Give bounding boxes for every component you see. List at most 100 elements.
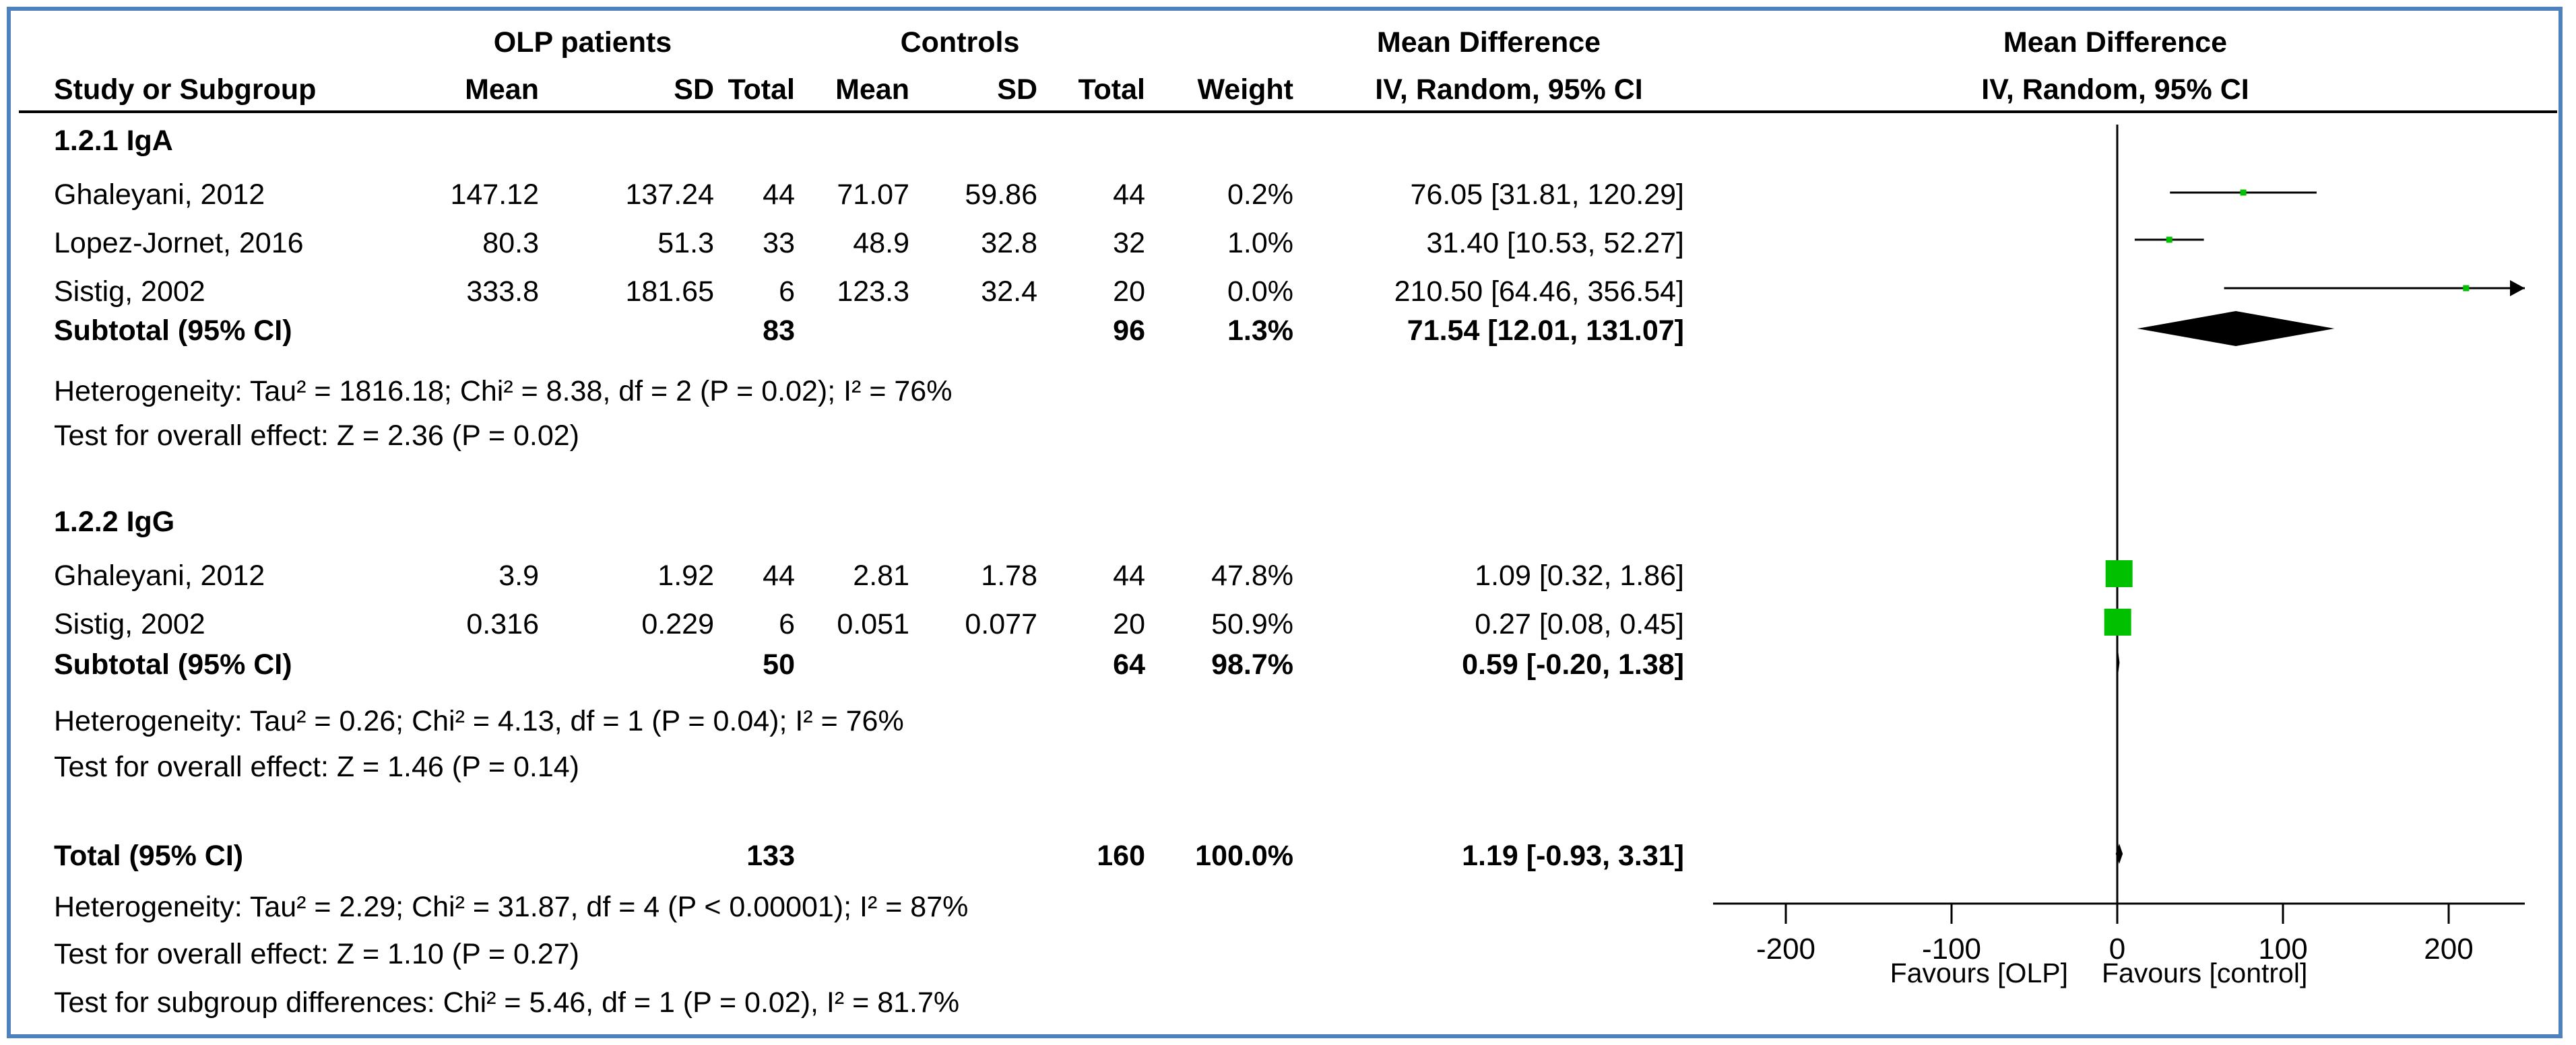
study-name: Sistig, 2002 bbox=[54, 608, 205, 640]
subtotal-ci: 0.59 [-0.20, 1.38] bbox=[1462, 648, 1684, 681]
ci-value: 0.27 [0.08, 0.45] bbox=[1475, 608, 1684, 640]
subtotal-total1: 83 bbox=[763, 314, 795, 347]
total2-value: 44 bbox=[1113, 178, 1145, 211]
subtotal-diamond bbox=[2117, 652, 2120, 673]
x-tick-label: 200 bbox=[2424, 933, 2473, 966]
weight-value: 50.9% bbox=[1211, 608, 1293, 640]
overall-diamond bbox=[2115, 844, 2123, 864]
subtotal-total2: 96 bbox=[1113, 314, 1145, 347]
study-square bbox=[2166, 236, 2172, 243]
ci-value: 1.09 [0.32, 1.86] bbox=[1475, 560, 1684, 592]
weight-value: 0.0% bbox=[1227, 275, 1293, 308]
header-mean2: Mean bbox=[835, 73, 909, 106]
total2-value: 44 bbox=[1113, 560, 1145, 592]
sd1-value: 181.65 bbox=[625, 275, 714, 308]
header-mean-difference-plot: Mean Difference bbox=[2003, 26, 2228, 59]
sd2-value: 32.8 bbox=[981, 227, 1037, 259]
heterogeneity-text: Heterogeneity: Tau² = 0.26; Chi² = 4.13,… bbox=[54, 705, 904, 737]
header-sd1: SD bbox=[674, 73, 714, 106]
subtotal-total2: 64 bbox=[1113, 648, 1145, 681]
study-square bbox=[2105, 560, 2133, 587]
mean1-value: 80.3 bbox=[482, 227, 539, 259]
subtotal-diamond bbox=[2137, 311, 2335, 346]
weight-value: 1.0% bbox=[1227, 227, 1293, 259]
group-label-iga: 1.2.1 IgA bbox=[54, 125, 173, 157]
total2-value: 20 bbox=[1113, 275, 1145, 308]
header-total1: Total bbox=[728, 73, 795, 106]
subtotal-weight: 1.3% bbox=[1227, 314, 1293, 347]
group-label-igg: 1.2.2 IgG bbox=[54, 506, 175, 538]
figure-frame bbox=[7, 7, 2563, 1038]
sd1-value: 1.92 bbox=[657, 560, 714, 592]
header-method-plot: IV, Random, 95% CI bbox=[1981, 73, 2249, 106]
subtotal-weight: 98.7% bbox=[1211, 648, 1293, 681]
subtotal-label: Subtotal (95% CI) bbox=[54, 314, 292, 347]
study-name: Ghaleyani, 2012 bbox=[54, 560, 265, 592]
x-tick-label: 0 bbox=[2109, 933, 2125, 966]
study-square bbox=[2104, 609, 2131, 636]
ci-value: 76.05 [31.81, 120.29] bbox=[1410, 178, 1684, 211]
x-tick-label: -100 bbox=[1922, 933, 1981, 966]
ci-value: 31.40 [10.53, 52.27] bbox=[1426, 227, 1684, 259]
total1-value: 6 bbox=[779, 608, 795, 640]
total-weight: 100.0% bbox=[1195, 840, 1293, 872]
total2-value: 32 bbox=[1113, 227, 1145, 259]
ci-value: 210.50 [64.46, 356.54] bbox=[1394, 275, 1684, 308]
subtotal-ci: 71.54 [12.01, 131.07] bbox=[1407, 314, 1684, 347]
total1-value: 44 bbox=[763, 560, 795, 592]
sd2-value: 32.4 bbox=[981, 275, 1037, 308]
header-method-text: IV, Random, 95% CI bbox=[1375, 73, 1643, 106]
overall-effect-text: Test for overall effect: Z = 2.36 (P = 0… bbox=[54, 419, 579, 452]
total-label: Total (95% CI) bbox=[54, 840, 244, 872]
total-total1: 133 bbox=[746, 840, 795, 872]
header-total2: Total bbox=[1078, 73, 1145, 106]
header-olp-patients: OLP patients bbox=[493, 26, 672, 59]
heterogeneity-text: Heterogeneity: Tau² = 1816.18; Chi² = 8.… bbox=[54, 375, 953, 407]
weight-value: 47.8% bbox=[1211, 560, 1293, 592]
sd2-value: 59.86 bbox=[965, 178, 1037, 211]
header-mean-difference-text: Mean Difference bbox=[1376, 26, 1601, 59]
mean2-value: 48.9 bbox=[853, 227, 909, 259]
subtotal-label: Subtotal (95% CI) bbox=[54, 648, 292, 681]
total1-value: 6 bbox=[779, 275, 795, 308]
subtotal-total1: 50 bbox=[763, 648, 795, 681]
mean1-value: 0.316 bbox=[466, 608, 539, 640]
favours-control-label: Favours [control] bbox=[2102, 957, 2308, 988]
x-tick-label: 100 bbox=[2258, 933, 2307, 966]
sd2-value: 0.077 bbox=[965, 608, 1037, 640]
subgroup-differences-text: Test for subgroup differences: Chi² = 5.… bbox=[54, 986, 960, 1019]
header-divider bbox=[19, 110, 2557, 113]
total-ci: 1.19 [-0.93, 3.31] bbox=[1462, 840, 1684, 872]
study-name: Ghaleyani, 2012 bbox=[54, 178, 265, 211]
study-square bbox=[2463, 285, 2470, 292]
total-heterogeneity-text: Heterogeneity: Tau² = 2.29; Chi² = 31.87… bbox=[54, 891, 969, 923]
mean2-value: 2.81 bbox=[853, 560, 909, 592]
study-name: Lopez-Jornet, 2016 bbox=[54, 227, 304, 259]
total2-value: 20 bbox=[1113, 608, 1145, 640]
header-mean1: Mean bbox=[465, 73, 539, 106]
sd1-value: 51.3 bbox=[657, 227, 714, 259]
total-overall-effect-text: Test for overall effect: Z = 1.10 (P = 0… bbox=[54, 938, 579, 970]
weight-value: 0.2% bbox=[1227, 178, 1293, 211]
mean2-value: 0.051 bbox=[837, 608, 909, 640]
mean2-value: 71.07 bbox=[837, 178, 909, 211]
header-controls: Controls bbox=[900, 26, 1020, 59]
sd2-value: 1.78 bbox=[981, 560, 1037, 592]
mean1-value: 3.9 bbox=[498, 560, 539, 592]
x-tick-label: -200 bbox=[1756, 933, 1815, 966]
study-name: Sistig, 2002 bbox=[54, 275, 205, 308]
mean1-value: 333.8 bbox=[466, 275, 539, 308]
favours-olp-label: Favours [OLP] bbox=[1890, 957, 2068, 988]
mean2-value: 123.3 bbox=[837, 275, 909, 308]
header-weight: Weight bbox=[1197, 73, 1293, 106]
mean1-value: 147.12 bbox=[450, 178, 539, 211]
header-study: Study or Subgroup bbox=[54, 73, 317, 106]
total1-value: 33 bbox=[763, 227, 795, 259]
overall-effect-text: Test for overall effect: Z = 1.46 (P = 0… bbox=[54, 751, 579, 783]
header-sd2: SD bbox=[997, 73, 1037, 106]
total-total2: 160 bbox=[1097, 840, 1145, 872]
total1-value: 44 bbox=[763, 178, 795, 211]
sd1-value: 137.24 bbox=[625, 178, 714, 211]
study-square bbox=[2240, 189, 2247, 196]
